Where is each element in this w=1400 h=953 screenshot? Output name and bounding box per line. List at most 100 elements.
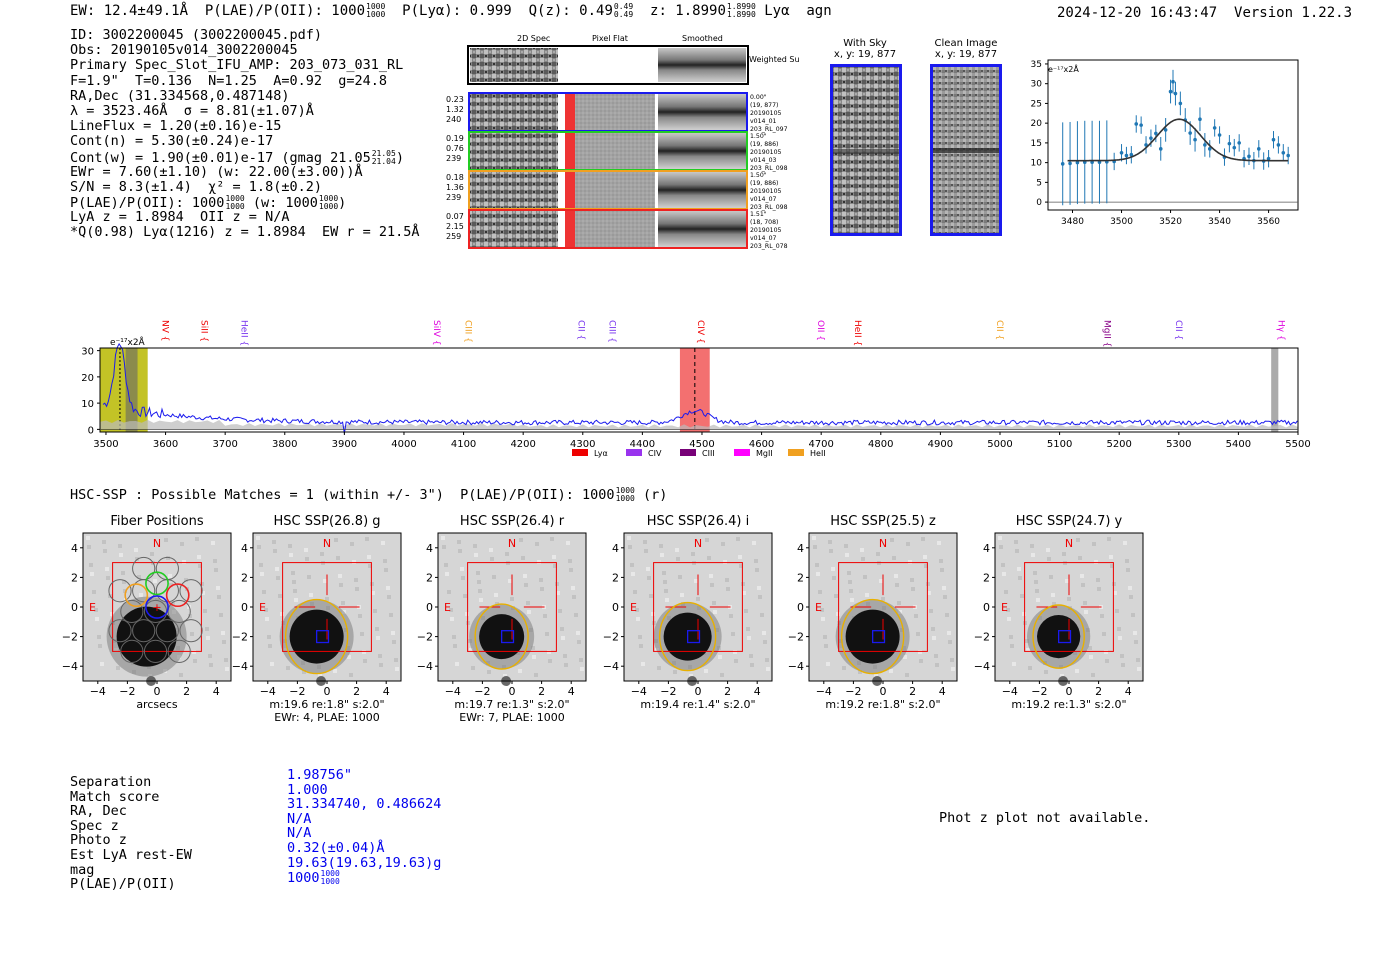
fiber-circle: [167, 599, 191, 624]
stamp-noise-pixel: [224, 658, 228, 662]
stamp-noise-pixel: [289, 553, 293, 557]
stamp-ytick-label: 4: [241, 542, 248, 555]
stamp-noise-pixel: [292, 580, 296, 584]
stamp-xtick-label: −2: [474, 685, 490, 698]
stamp-noise-pixel: [367, 555, 371, 559]
stamp-noise-pixel: [1075, 669, 1079, 673]
stamp-noise-pixel: [874, 674, 878, 678]
stamp-north-label: N: [694, 537, 702, 550]
stamp-noise-pixel: [935, 663, 939, 667]
info-lineflux: LineFlux = 1.20(±0.16)e-15: [70, 118, 282, 135]
cutout-right-label: 1.50": [750, 172, 767, 179]
spectrum-flux-line: [102, 342, 1298, 434]
stamp-noise-pixel: [370, 582, 374, 586]
stamp-noise-pixel: [812, 536, 816, 540]
label-radec: RA, Dec: [70, 803, 127, 820]
fit-axes-frame: [1047, 59, 1299, 211]
stamp-noise-pixel: [379, 663, 383, 667]
stamp-noise-pixel: [211, 541, 215, 545]
cutout-right-label: v014_07: [750, 235, 777, 242]
stamp-north-label: N: [153, 537, 161, 550]
cutout-left-label: 239: [446, 193, 461, 202]
info-contn: Cont(n) = 5.30(±0.24)e-17: [70, 133, 274, 150]
stamp-noise-pixel: [392, 640, 396, 644]
spectrum-highlight-band: [1271, 348, 1279, 432]
stamp-noise-pixel: [818, 590, 822, 594]
stamp-noise-pixel: [1002, 572, 1006, 576]
stamp-xtick-label: −2: [289, 685, 305, 698]
stamp-noise-pixel: [1115, 609, 1119, 613]
fit-ytick-label: 0: [1036, 198, 1042, 208]
fiber-circle: [108, 619, 132, 643]
stamp-noise-pixel: [387, 595, 391, 599]
z-value: z: 1.8990: [650, 3, 726, 19]
stamp-ytick-label: 2: [797, 571, 804, 584]
stamp-noise-pixel: [1031, 553, 1035, 557]
stamp-noise-pixel: [350, 542, 354, 546]
stamp-noise-pixel: [270, 662, 274, 666]
clean-image: [930, 64, 1002, 236]
spectrum-xtick-label: 5100: [1047, 439, 1072, 450]
stamp-noise-pixel: [352, 560, 356, 564]
class-label: agn: [806, 3, 832, 19]
spectrum-line-marker-label: OII {: [815, 320, 825, 341]
stamp-noise-pixel: [1126, 568, 1130, 572]
stamp-noise-pixel: [1113, 591, 1117, 595]
stamp-noise-pixel: [1123, 541, 1127, 545]
spectrum-xtick-label: 4400: [630, 439, 655, 450]
fit-data-point: [1173, 91, 1178, 96]
stamp-noise-pixel: [318, 674, 322, 678]
stamp-noise-pixel: [704, 669, 708, 673]
stamp-noise-pixel: [273, 549, 277, 553]
fit-ytick-label: 15: [1031, 139, 1042, 149]
cutout-right-label: 203_RL_098: [750, 165, 788, 172]
spectrum-xtick-label: 5200: [1106, 439, 1131, 450]
fit-data-point: [1068, 161, 1072, 166]
stamp-xtick-label: 2: [538, 685, 545, 698]
stamp-noise-pixel: [474, 553, 478, 557]
stamp-noise-pixel: [662, 571, 666, 575]
cutout-right-label: 20190105: [750, 149, 782, 156]
fit-data-point: [1188, 131, 1192, 135]
stamp-noise-pixel: [293, 589, 297, 593]
spectrum-legend-swatch: [626, 449, 642, 456]
stamp-noise-pixel: [926, 582, 930, 586]
stamp-noise-pixel: [555, 582, 559, 586]
stamp-noise-pixel: [1076, 538, 1080, 542]
stamp-xtick-label: 0: [154, 685, 161, 698]
stamp-noise-pixel: [119, 553, 123, 557]
value-match-score: 1.000: [287, 781, 328, 798]
header-summary: EW: 12.4±49.1Å P(LAE)/P(OII): 1000 1000 10…: [70, 3, 832, 20]
stamp-noise-pixel: [450, 617, 454, 621]
stamp-noise-pixel: [649, 594, 653, 598]
stamp-xtick-label: 0: [880, 685, 887, 698]
stamp-noise-pixel: [94, 608, 98, 612]
stamp-noise-pixel: [561, 636, 565, 640]
stamp-noise-pixel: [636, 617, 640, 621]
stamp-noise-pixel: [365, 537, 369, 541]
stamp-xtick-label: 4: [213, 685, 220, 698]
stamp-noise-pixel: [1112, 582, 1116, 586]
stamp-noise-pixel: [264, 608, 268, 612]
plae-value: P(LAE)/P(OII): 1000: [204, 3, 366, 19]
stamp-noise-pixel: [1118, 636, 1122, 640]
fit-xtick-label: 3500: [1110, 217, 1133, 227]
stamp-noise-pixel: [927, 591, 931, 595]
cutout-left-label: 2.15: [446, 222, 464, 231]
stamp-noise-pixel: [179, 673, 183, 677]
cutout-right-label: (19, 877): [750, 102, 778, 109]
info-radec: RA,Dec (31.334568,0.487148): [70, 87, 290, 104]
stamp-noise-pixel: [750, 663, 754, 667]
fit-data-point: [1134, 122, 1139, 126]
stamp-noise-pixel: [850, 598, 854, 602]
stamp-noise-pixel: [208, 654, 212, 658]
stamp-noise-pixel: [680, 593, 684, 597]
fit-data-point: [1266, 156, 1271, 161]
stamp-noise-pixel: [696, 597, 700, 601]
stamp-noise-pixel: [579, 658, 583, 662]
spectrum-line-marker-label: MgII {: [1101, 320, 1111, 347]
stamp-noise-pixel: [1034, 580, 1038, 584]
stamp-noise-pixel: [363, 659, 367, 663]
stamp-noise-pixel: [168, 574, 172, 578]
fit-data-point: [1256, 147, 1261, 151]
